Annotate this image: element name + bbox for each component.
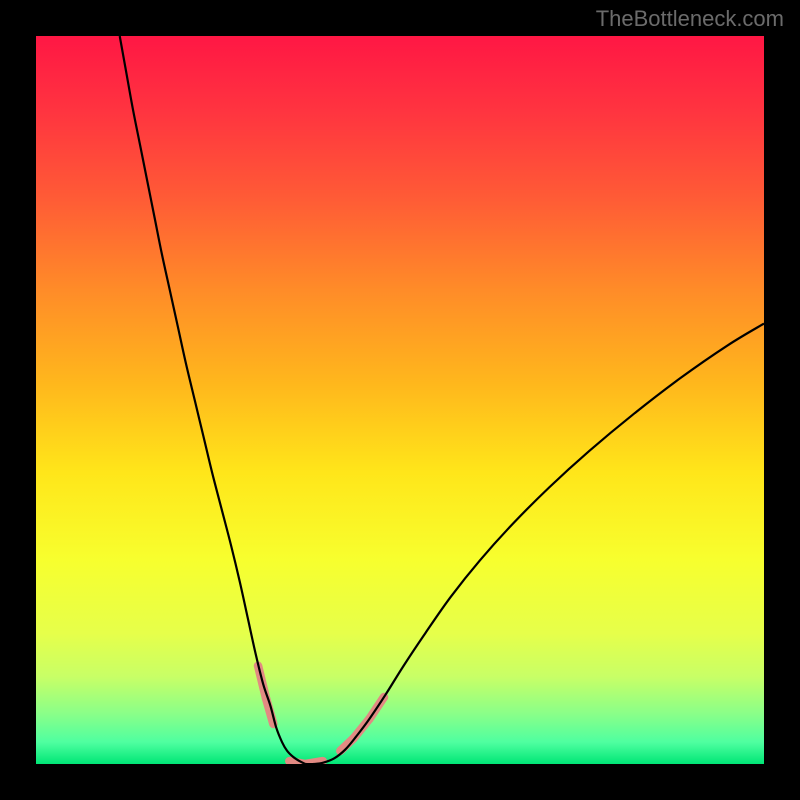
plot-area: [36, 36, 764, 764]
watermark-label: TheBottleneck.com: [596, 6, 784, 32]
chart-stage: TheBottleneck.com: [0, 0, 800, 800]
gradient-background: [36, 36, 764, 764]
plot-svg: [36, 36, 764, 764]
